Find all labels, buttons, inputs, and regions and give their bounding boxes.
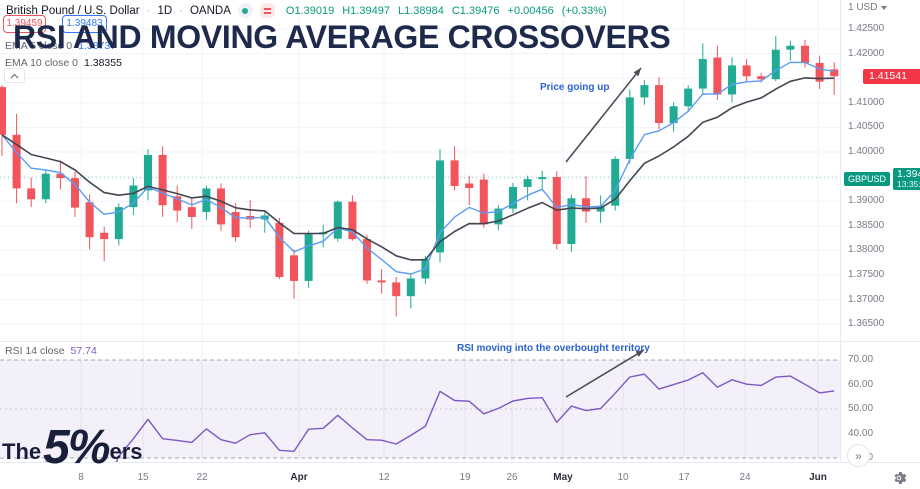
change-value: +0.00456 xyxy=(507,4,554,17)
rsi-pane-canvas[interactable] xyxy=(0,341,840,462)
ohlc-readout: O1.39019 H1.39497 L1.38984 C1.39476 +0.0… xyxy=(286,5,607,17)
time-label: May xyxy=(553,472,573,483)
bar-countdown: 13:35:29 xyxy=(897,179,920,190)
status-dot-icon xyxy=(242,7,249,14)
gear-icon[interactable] xyxy=(890,470,908,488)
time-label: 15 xyxy=(137,472,149,483)
symbol-tag: GBPUSD xyxy=(844,172,891,186)
price-tick: 1.40000 xyxy=(848,146,885,158)
pause-bar-icon xyxy=(263,7,271,10)
price-tick: 1.38500 xyxy=(848,219,885,231)
chevron-up-icon xyxy=(10,73,19,78)
logo-ers: ers xyxy=(109,439,143,465)
last-price-label: 1.41541 xyxy=(863,69,920,84)
ema10-value: 1.38355 xyxy=(83,57,122,69)
ema10-label: EMA 10 close 0 xyxy=(5,57,78,69)
pause-icon[interactable] xyxy=(259,3,275,18)
symbol-price: 1.39476 xyxy=(897,167,920,180)
legend-ema5[interactable]: EMA 5 close 0 1.38737 xyxy=(5,40,116,52)
the5ers-logo: The 5% ers xyxy=(2,421,143,474)
buy-button[interactable]: 1.39483 xyxy=(62,15,107,33)
scale-divider xyxy=(840,0,841,462)
rsi-tick: 40.00 xyxy=(848,427,874,439)
price-pane-canvas[interactable] xyxy=(0,0,840,341)
time-label: 12 xyxy=(378,472,390,483)
low-label: L xyxy=(397,4,405,17)
page-title: RSI AND MOVING AVERAGE CROSSOVERS xyxy=(13,19,671,55)
ema5-label: EMA 5 close 0 xyxy=(5,40,73,52)
ema5-value: 1.38737 xyxy=(78,40,117,52)
separator: · xyxy=(146,4,151,17)
logo-five-percent: 5% xyxy=(43,421,110,474)
dropdown-caret-icon xyxy=(881,5,888,10)
scale-unit-label[interactable]: 1 USD xyxy=(848,2,888,13)
time-axis[interactable]: 8 15 22 Apr 12 19 26 May 10 17 24 Jun xyxy=(0,463,920,489)
rsi-tick: 70.00 xyxy=(848,354,874,365)
rsi-tick: 50.00 xyxy=(848,403,874,414)
change-percent: (+0.33%) xyxy=(561,4,607,17)
pause-bar-icon xyxy=(263,11,271,14)
rsi-value: 57.74 xyxy=(70,345,97,357)
annotation-rsi-overbought: RSI moving into the overbought territory xyxy=(457,343,650,354)
time-label: Jun xyxy=(809,472,827,483)
sell-button[interactable]: 1.39459 xyxy=(3,15,46,33)
legend-ema10[interactable]: EMA 10 close 0 1.38355 xyxy=(5,57,122,69)
market-status-icon[interactable] xyxy=(237,3,253,18)
time-label: 17 xyxy=(678,472,690,483)
price-tick: 1.41000 xyxy=(848,96,885,108)
price-tick: 1.37500 xyxy=(848,269,885,281)
exchange-label[interactable]: OANDA xyxy=(189,4,231,17)
chart-header: British Pound / U.S. Dollar · 1D · OANDA… xyxy=(6,3,607,18)
logo-the: The xyxy=(2,439,42,465)
symbol-title[interactable]: British Pound / U.S. Dollar xyxy=(6,4,140,17)
price-scale[interactable]: 1 USD 1.41541 GBPUSD 1.39476 13:35:29 1.… xyxy=(841,0,920,463)
time-label: 24 xyxy=(739,472,751,483)
annotation-price-going-up: Price going up xyxy=(540,82,610,93)
open-value: 1.39019 xyxy=(294,4,335,17)
rsi-tick: 60.00 xyxy=(848,378,874,390)
price-tick: 1.38000 xyxy=(848,244,885,256)
collapse-legend-button[interactable] xyxy=(4,68,25,83)
price-tick: 1.36500 xyxy=(848,318,885,330)
price-tick: 1.37000 xyxy=(848,293,885,305)
time-label: Apr xyxy=(290,472,308,483)
close-label: C xyxy=(451,4,460,17)
timeframe-button[interactable]: 1D xyxy=(157,4,173,17)
symbol-price-label: GBPUSD 1.39476 13:35:29 xyxy=(844,166,920,192)
time-label: 8 xyxy=(78,472,84,483)
legend-rsi[interactable]: RSI 14 close 57.74 xyxy=(5,345,97,357)
separator: · xyxy=(179,4,183,17)
goto-realtime-button[interactable]: » xyxy=(847,444,870,467)
time-label: 26 xyxy=(506,472,518,483)
pane-divider[interactable] xyxy=(0,341,920,342)
rsi-label: RSI 14 close xyxy=(5,345,65,357)
low-value: 1.38984 xyxy=(404,4,444,17)
time-label: 10 xyxy=(617,472,629,483)
price-tick: 1.40500 xyxy=(848,121,885,133)
price-tick: 1.42500 xyxy=(848,23,885,35)
high-value: 1.39497 xyxy=(350,4,390,17)
open-label: O xyxy=(285,4,295,17)
price-tick: 1.42000 xyxy=(848,47,885,59)
axis-divider xyxy=(0,462,920,463)
high-label: H xyxy=(342,4,351,17)
time-label: 19 xyxy=(459,472,471,483)
close-value: 1.39476 xyxy=(459,4,500,17)
price-tick: 1.39000 xyxy=(848,195,885,207)
time-label: 22 xyxy=(196,472,208,483)
